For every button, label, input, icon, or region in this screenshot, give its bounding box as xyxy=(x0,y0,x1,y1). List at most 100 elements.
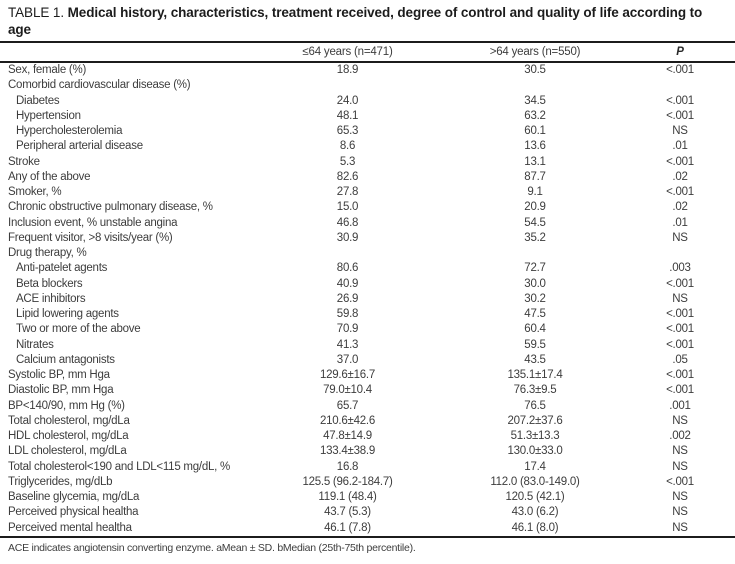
value-over64: 43.0 (6.2) xyxy=(511,506,559,519)
value-over64: 59.5 xyxy=(524,338,546,351)
value-over64: 47.5 xyxy=(524,308,546,320)
value-over64: 17.4 xyxy=(524,460,546,473)
value-over64: 13.1 xyxy=(524,155,546,168)
row-label: Inclusion event, % unstable angina xyxy=(8,216,178,229)
table-row: Systolic BP, mm Hga 129.6±16.7 135.1±17.4 <… xyxy=(0,368,735,383)
row-label: Sex, female (%) xyxy=(8,64,87,76)
row-label: Perceived mental healtha xyxy=(8,521,132,534)
table-number: TABLE 1. xyxy=(8,5,64,20)
table-row: Two or more of the above 70.9 60.4 <.001 xyxy=(0,322,735,337)
row-label: LDL cholesterol, mg/dLa xyxy=(8,445,127,458)
table-row: Baseline glycemia, mg/dLa 119.1 (48.4) 120… xyxy=(0,490,735,505)
table-row: LDL cholesterol, mg/dLa 133.4±38.9 130.0±3… xyxy=(0,444,735,459)
p-value: <.001 xyxy=(666,64,694,76)
table-row: Comorbid cardiovascular disease (%) xyxy=(0,78,735,93)
table-row: Total cholesterol, mg/dLa 210.6±42.6 207.2… xyxy=(0,414,735,429)
table-row: Perceived physical healtha 43.7 (5.3) 43.0… xyxy=(0,505,735,520)
value-under64: 40.9 xyxy=(336,277,359,290)
value-under64: 24.0 xyxy=(336,94,359,107)
row-label: Two or more of the above xyxy=(16,323,141,336)
value-over64: 112.0 (83.0-149.0) xyxy=(490,475,580,488)
row-label: HDL cholesterol, mg/dLa xyxy=(8,430,129,442)
value-under64: 47.8±14.9 xyxy=(323,430,372,442)
value-under64: 8.6 xyxy=(339,140,356,153)
value-under64: 119.1 (48.4) xyxy=(318,491,377,503)
table-row: HDL cholesterol, mg/dLa 47.8±14.9 51.3±13.… xyxy=(0,429,735,444)
value-under64: 15.0 xyxy=(336,201,359,214)
p-value: <.001 xyxy=(666,369,694,381)
p-value: NS xyxy=(672,491,688,503)
row-label: Calcium antagonists xyxy=(16,353,115,366)
row-label: Total cholesterol<190 and LDL<115 mg/dL,… xyxy=(8,460,230,473)
table-body: Sex, female (%) 18.9 30.5 <.001 Comorbid car… xyxy=(0,63,735,536)
p-value: NS xyxy=(672,292,688,305)
row-label: Chronic obstructive pulmonary disease, % xyxy=(8,201,213,214)
table-row: BP<140/90, mm Hg (%) 65.7 76.5 .001 xyxy=(0,399,735,414)
p-value: <.001 xyxy=(666,308,694,320)
table-row: Nitrates 41.3 59.5 <.001 xyxy=(0,338,735,353)
header-col-over64: >64 years (n=550) xyxy=(489,46,581,58)
p-value: NS xyxy=(672,506,688,519)
row-label: BP<140/90, mm Hg (%) xyxy=(8,399,125,412)
value-over64: 130.0±33.0 xyxy=(507,445,563,458)
p-value: NS xyxy=(672,460,688,473)
row-label: Total cholesterol, mg/dLa xyxy=(8,414,130,427)
table-row: Calcium antagonists 37.0 43.5 .05 xyxy=(0,353,735,368)
table-row: Frequent visitor, >8 visits/year (%) 30.9… xyxy=(0,231,735,246)
value-under64: 27.8 xyxy=(336,186,359,198)
p-value: .001 xyxy=(669,399,691,412)
value-under64: 65.7 xyxy=(336,399,359,412)
table-row: Any of the above 82.6 87.7 .02 xyxy=(0,170,735,185)
p-value: .003 xyxy=(669,262,691,275)
value-under64 xyxy=(250,246,445,261)
p-value: <.001 xyxy=(666,109,694,122)
table-row: Smoker, % 27.8 9.1 <.001 xyxy=(0,185,735,200)
table-row: Hypercholesterolemia 65.3 60.1 NS xyxy=(0,124,735,139)
table-row: Drug therapy, % xyxy=(0,246,735,261)
value-under64: 37.0 xyxy=(336,353,359,366)
value-under64: 43.7 (5.3) xyxy=(324,506,371,519)
p-value: <.001 xyxy=(666,338,694,351)
table-row: Lipid lowering agents 59.8 47.5 <.001 xyxy=(0,307,735,322)
table-row: Stroke 5.3 13.1 <.001 xyxy=(0,155,735,170)
row-label: Smoker, % xyxy=(8,186,62,198)
p-value: <.001 xyxy=(666,94,694,107)
value-under64: 48.1 xyxy=(336,109,359,122)
p-value: NS xyxy=(672,414,688,427)
table-row: Triglycerides, mg/dLb 125.5 (96.2-184.7) 1… xyxy=(0,475,735,490)
value-under64: 125.5 (96.2-184.7) xyxy=(302,475,393,488)
value-over64: 60.1 xyxy=(524,125,546,137)
p-value: .05 xyxy=(672,353,688,366)
p-value: <.001 xyxy=(666,384,694,397)
value-over64: 9.1 xyxy=(527,186,543,198)
table-row: Anti-patelet agents 80.6 72.7 .003 xyxy=(0,261,735,276)
row-label: Beta blockers xyxy=(16,277,83,290)
p-value: NS xyxy=(672,521,688,534)
row-label: Peripheral arterial disease xyxy=(16,140,143,153)
value-under64: 46.1 (7.8) xyxy=(324,521,371,534)
p-value xyxy=(625,246,735,261)
header-col-p: P xyxy=(676,46,684,58)
row-label: Stroke xyxy=(8,155,40,168)
table-row: Sex, female (%) 18.9 30.5 <.001 xyxy=(0,63,735,78)
value-over64: 72.7 xyxy=(524,262,546,275)
row-label: Hypertension xyxy=(16,109,81,122)
value-under64: 129.6±16.7 xyxy=(320,369,375,381)
value-over64: 30.2 xyxy=(524,292,546,305)
p-value xyxy=(625,78,735,93)
p-value: <.001 xyxy=(666,277,694,290)
table-row: Chronic obstructive pulmonary disease, %… xyxy=(0,200,735,215)
table-row: Diastolic BP, mm Hga 79.0±10.4 76.3±9.5 <.0… xyxy=(0,383,735,398)
table-row: ACE inhibitors 26.9 30.2 NS xyxy=(0,292,735,307)
table-footnote: ACE indicates angiotensin converting enz… xyxy=(8,541,416,554)
p-value: NS xyxy=(672,125,688,137)
row-label: Comorbid cardiovascular disease (%) xyxy=(8,79,191,92)
value-over64: 51.3±13.3 xyxy=(510,430,560,442)
value-under64: 65.3 xyxy=(336,125,359,137)
value-under64: 30.9 xyxy=(336,231,359,244)
value-over64: 63.2 xyxy=(524,109,546,122)
row-label: Drug therapy, % xyxy=(8,247,87,259)
row-label: Frequent visitor, >8 visits/year (%) xyxy=(8,231,173,244)
row-label: Nitrates xyxy=(16,338,54,351)
value-under64: 18.9 xyxy=(336,64,359,76)
